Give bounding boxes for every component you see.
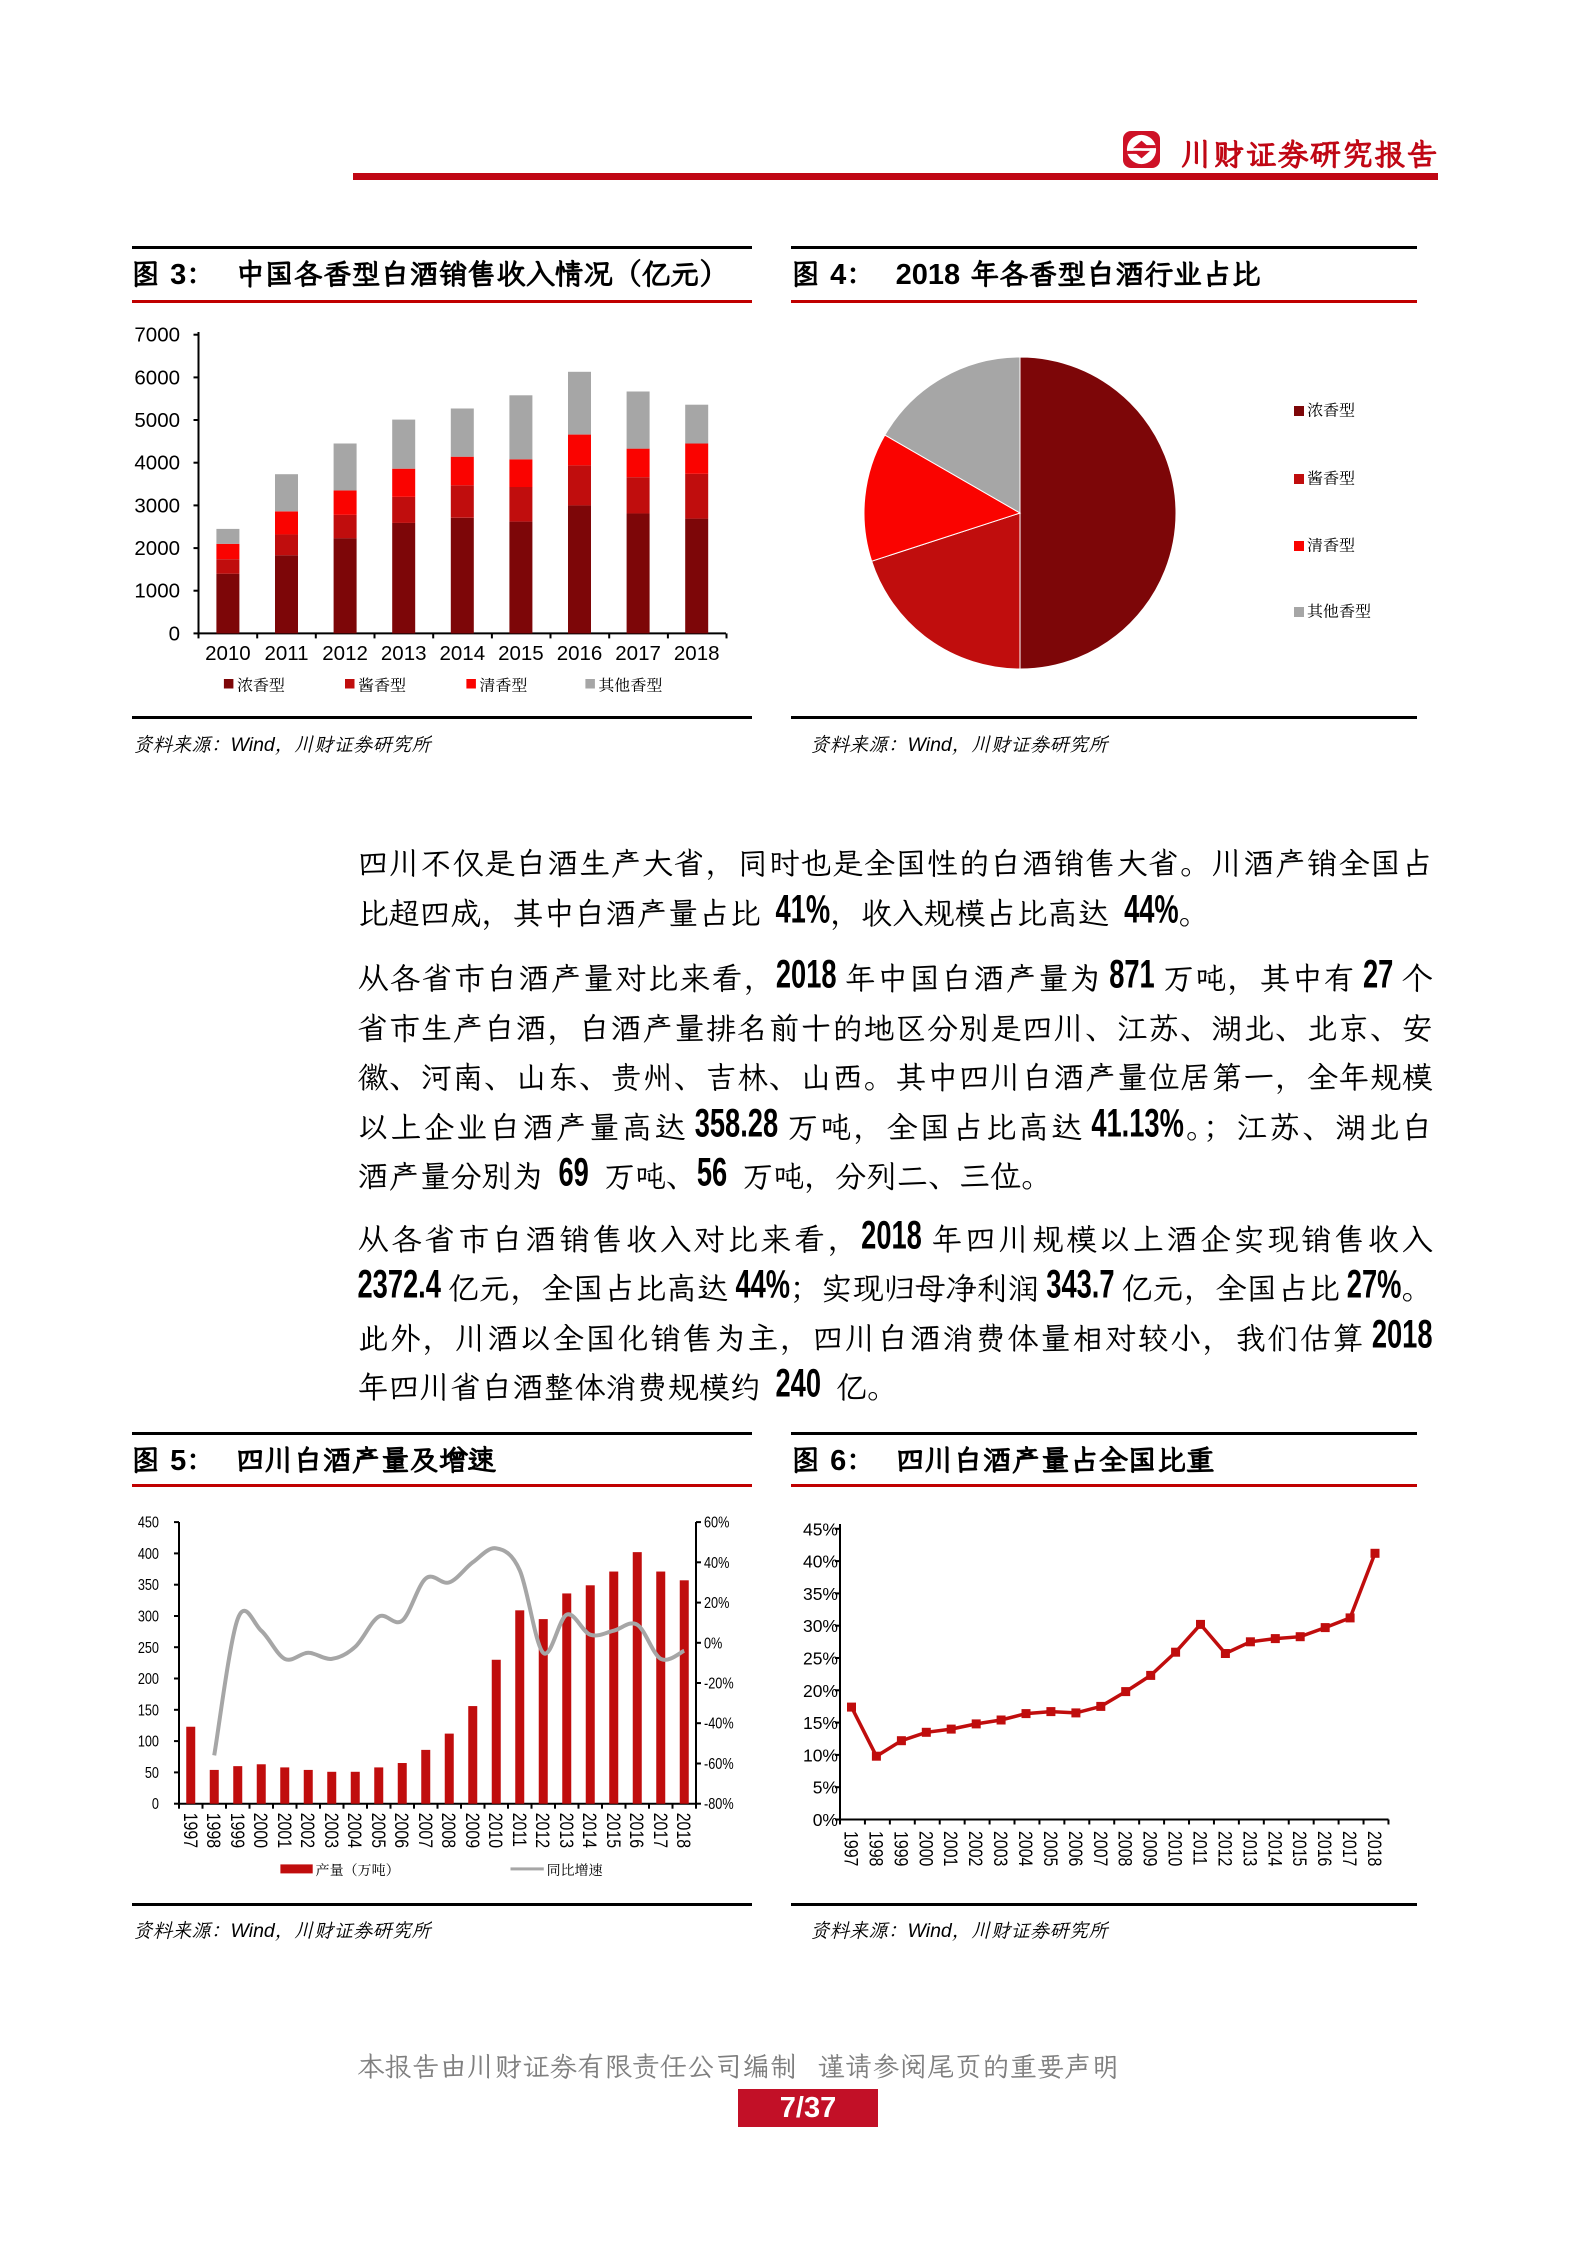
svg-text:300: 300 [138, 1607, 159, 1624]
svg-text:2014: 2014 [439, 642, 485, 665]
svg-text:20%: 20% [803, 1681, 838, 1701]
svg-text:2009: 2009 [461, 1813, 483, 1848]
svg-text:200: 200 [138, 1670, 159, 1687]
svg-text:2011: 2011 [1189, 1831, 1211, 1865]
svg-text:2009: 2009 [1139, 1831, 1161, 1866]
svg-text:25%: 25% [803, 1649, 838, 1669]
svg-text:0: 0 [169, 622, 180, 645]
svg-text:清香型: 清香型 [1307, 533, 1355, 556]
svg-text:其他香型: 其他香型 [1307, 599, 1371, 622]
svg-text:浓香型: 浓香型 [1307, 398, 1355, 421]
svg-text:1999: 1999 [226, 1813, 248, 1848]
svg-text:其他香型: 其他香型 [598, 673, 662, 696]
svg-text:40%: 40% [803, 1552, 838, 1572]
svg-text:2013: 2013 [381, 642, 427, 665]
svg-text:产量（万吨）: 产量（万吨） [316, 1860, 400, 1880]
svg-text:1000: 1000 [134, 580, 180, 603]
svg-text:-40%: -40% [704, 1715, 734, 1732]
svg-text:2007: 2007 [414, 1813, 436, 1848]
svg-text:2016: 2016 [626, 1813, 648, 1848]
svg-text:45%: 45% [803, 1519, 838, 1539]
svg-text:2013: 2013 [555, 1813, 577, 1848]
svg-text:2017: 2017 [615, 642, 661, 665]
svg-text:1997: 1997 [179, 1813, 201, 1848]
svg-text:40%: 40% [704, 1554, 730, 1571]
svg-text:50: 50 [145, 1764, 159, 1781]
svg-text:5000: 5000 [134, 409, 180, 432]
svg-text:2012: 2012 [322, 642, 368, 665]
svg-text:2005: 2005 [367, 1813, 389, 1848]
svg-text:2001: 2001 [273, 1813, 295, 1848]
svg-text:2003: 2003 [320, 1813, 342, 1848]
svg-text:0: 0 [152, 1795, 159, 1812]
svg-text:2012: 2012 [1214, 1831, 1236, 1866]
svg-text:2010: 2010 [1164, 1831, 1186, 1866]
svg-text:5%: 5% [813, 1778, 838, 1798]
svg-text:2013: 2013 [1239, 1831, 1261, 1866]
svg-text:2016: 2016 [557, 642, 603, 665]
svg-text:1998: 1998 [865, 1831, 887, 1866]
svg-text:0%: 0% [813, 1810, 838, 1830]
svg-text:7000: 7000 [134, 324, 180, 347]
svg-text:2004: 2004 [344, 1813, 366, 1848]
svg-text:酱香型: 酱香型 [1307, 466, 1355, 489]
svg-text:2018: 2018 [674, 642, 720, 665]
svg-text:2015: 2015 [1289, 1831, 1311, 1866]
svg-text:2017: 2017 [1339, 1831, 1361, 1866]
svg-text:2014: 2014 [1264, 1831, 1286, 1866]
svg-text:2000: 2000 [134, 537, 180, 560]
svg-text:2000: 2000 [915, 1831, 937, 1866]
svg-text:-60%: -60% [704, 1755, 734, 1772]
svg-text:-80%: -80% [704, 1795, 734, 1812]
svg-text:10%: 10% [803, 1745, 838, 1765]
svg-text:2002: 2002 [965, 1831, 987, 1866]
svg-text:2004: 2004 [1015, 1831, 1037, 1866]
svg-text:2018: 2018 [1364, 1831, 1386, 1866]
svg-text:-20%: -20% [704, 1674, 734, 1691]
svg-text:清香型: 清香型 [479, 673, 527, 696]
svg-text:30%: 30% [803, 1616, 838, 1636]
svg-text:100: 100 [138, 1732, 159, 1749]
svg-text:2012: 2012 [532, 1813, 554, 1848]
svg-text:2017: 2017 [649, 1813, 671, 1848]
svg-text:35%: 35% [803, 1584, 838, 1604]
svg-text:2011: 2011 [264, 642, 308, 665]
svg-text:250: 250 [138, 1639, 159, 1656]
svg-text:2003: 2003 [990, 1831, 1012, 1866]
svg-text:350: 350 [138, 1576, 159, 1593]
svg-text:2015: 2015 [498, 642, 544, 665]
svg-text:400: 400 [138, 1545, 159, 1562]
svg-text:2014: 2014 [579, 1813, 601, 1848]
svg-text:1998: 1998 [203, 1813, 225, 1848]
svg-text:1999: 1999 [890, 1831, 912, 1866]
svg-text:同比增速: 同比增速 [547, 1860, 604, 1880]
svg-text:2015: 2015 [602, 1813, 624, 1848]
svg-text:2018: 2018 [673, 1813, 695, 1848]
svg-text:2001: 2001 [940, 1831, 962, 1866]
svg-text:20%: 20% [704, 1594, 730, 1611]
svg-text:2000: 2000 [250, 1813, 272, 1848]
svg-text:3000: 3000 [134, 494, 180, 517]
svg-text:2016: 2016 [1314, 1831, 1336, 1866]
svg-text:2005: 2005 [1040, 1831, 1062, 1866]
svg-text:浓香型: 浓香型 [237, 673, 285, 696]
svg-text:2010: 2010 [205, 642, 251, 665]
svg-text:2008: 2008 [438, 1813, 460, 1848]
svg-text:2008: 2008 [1114, 1831, 1136, 1866]
svg-text:酱香型: 酱香型 [358, 673, 406, 696]
svg-text:2006: 2006 [391, 1813, 413, 1848]
svg-text:2007: 2007 [1089, 1831, 1111, 1866]
svg-text:15%: 15% [803, 1713, 838, 1733]
svg-text:2010: 2010 [485, 1813, 507, 1848]
svg-text:60%: 60% [704, 1513, 730, 1530]
svg-text:2006: 2006 [1065, 1831, 1087, 1866]
svg-text:2002: 2002 [297, 1813, 319, 1848]
svg-text:1997: 1997 [840, 1831, 862, 1866]
svg-text:450: 450 [138, 1513, 159, 1530]
svg-text:0%: 0% [704, 1634, 723, 1651]
svg-text:4000: 4000 [134, 452, 180, 475]
svg-text:150: 150 [138, 1701, 159, 1718]
svg-text:2011: 2011 [508, 1813, 530, 1847]
svg-text:6000: 6000 [134, 366, 180, 389]
